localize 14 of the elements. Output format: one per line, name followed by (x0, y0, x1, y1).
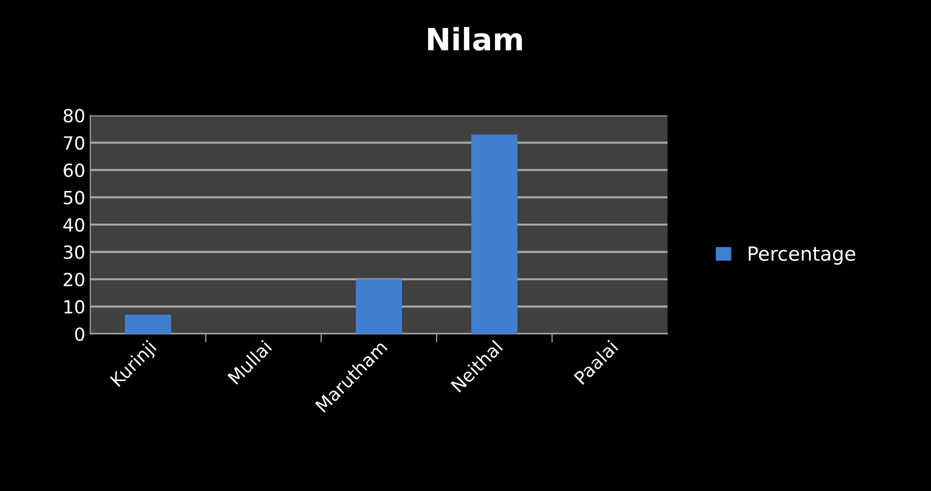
y-tick-label: 60 (64, 163, 84, 178)
bar (356, 279, 402, 334)
y-tick-label: 30 (64, 245, 84, 260)
y-tick-label: 0 (75, 327, 84, 341)
y-tick-label: 10 (64, 300, 84, 314)
y-tick-label: 80 (64, 108, 84, 122)
y-tick-label: 20 (64, 272, 84, 286)
y-tick-label: 70 (64, 136, 84, 150)
y-tick-label: 40 (63, 218, 84, 232)
legend-label: Percentage (748, 246, 856, 265)
y-tick-label: 50 (64, 190, 84, 204)
chart-title: Nilam (428, 27, 522, 51)
bar (124, 314, 172, 334)
bar (471, 134, 518, 334)
